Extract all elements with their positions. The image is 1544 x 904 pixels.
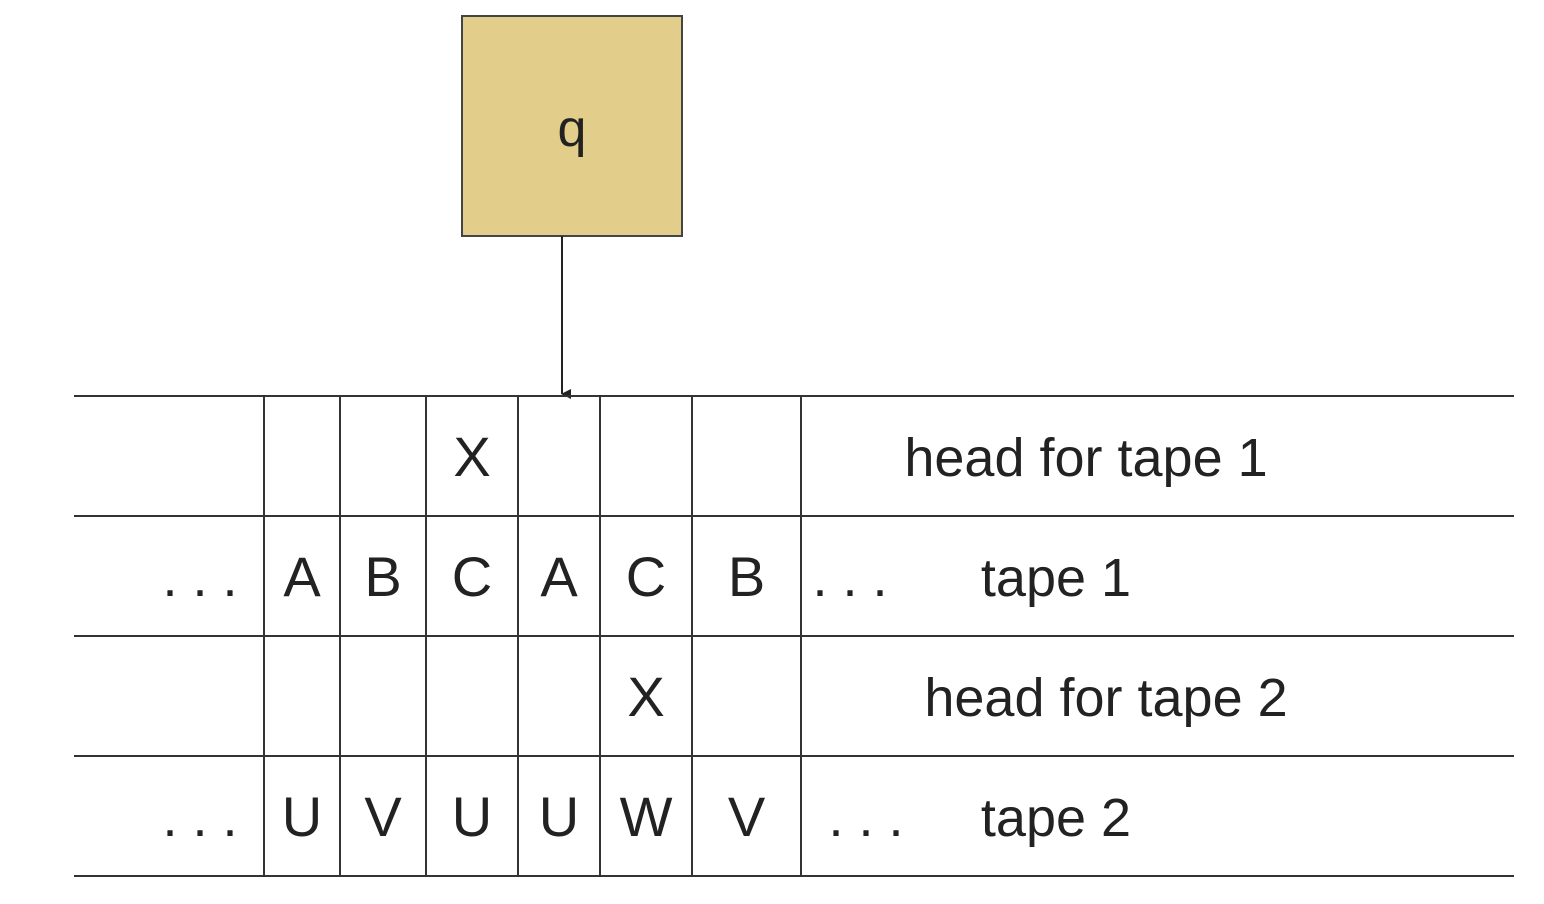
tape-cell: C [452,545,492,608]
tape-cell: U [539,785,579,848]
row-label: tape 1 [981,548,1131,608]
tape-cell: X [627,665,664,728]
row-label: tape 2 [981,788,1131,848]
tape-cell: W [620,785,673,848]
tape-cell: X [453,425,490,488]
tape-grid [74,395,1514,877]
tape-cell: V [364,785,402,848]
state-label: q [558,100,587,158]
tape-right-ellipsis: . . . [828,788,903,848]
tape-cell: B [728,545,765,608]
row-label: head for tape 1 [904,428,1267,488]
tape-left-ellipsis: . . . [162,548,237,608]
row-label: head for tape 2 [924,668,1287,728]
tape-cell: V [728,785,766,848]
tape-cell: U [282,785,322,848]
tape-cell: C [626,545,666,608]
state-box-rect [461,15,683,237]
tape-cell: B [364,545,401,608]
tape-cell: A [540,545,578,608]
tape-cell: A [283,545,321,608]
tape-cell: U [452,785,492,848]
tape-left-ellipsis: . . . [162,788,237,848]
tape-right-ellipsis: . . . [812,548,887,608]
state-box: q [461,15,683,237]
